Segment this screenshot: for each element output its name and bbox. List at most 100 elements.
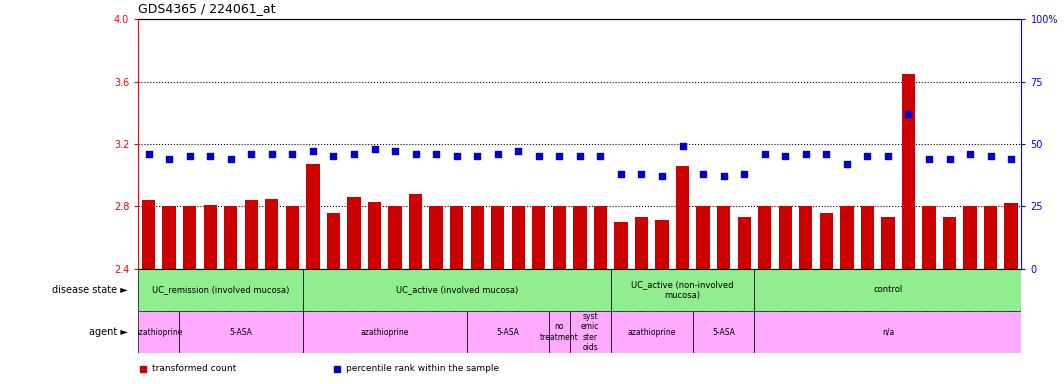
Text: agent ►: agent ► (88, 327, 128, 337)
Point (530, 154, 547, 160)
Bar (302, 311, 467, 353)
Point (880, 154, 897, 160)
Text: no
treatment: no treatment (539, 323, 579, 342)
Bar (327, 213, 340, 269)
Point (571, 154, 588, 160)
Text: UC_active (non-involved
mucosa): UC_active (non-involved mucosa) (631, 280, 734, 300)
Bar (611, 311, 693, 353)
Bar (183, 207, 197, 269)
Text: azathioprine: azathioprine (628, 328, 676, 337)
Point (161, 156, 178, 162)
Text: azathioprine: azathioprine (361, 328, 409, 337)
Bar (203, 205, 217, 269)
Point (838, 161, 855, 167)
Bar (163, 207, 176, 269)
Bar (693, 311, 754, 353)
Point (695, 171, 712, 177)
Point (757, 151, 774, 157)
Text: control: control (874, 285, 902, 295)
Point (735, 171, 752, 177)
Point (941, 156, 958, 162)
Text: syst
emic
ster
oids: syst emic ster oids (581, 312, 599, 352)
Bar (180, 311, 302, 353)
Point (263, 151, 280, 157)
Point (592, 154, 609, 160)
Point (551, 154, 568, 160)
Bar (754, 269, 1021, 311)
Bar (754, 311, 1021, 353)
Point (859, 154, 876, 160)
Point (675, 144, 692, 150)
Point (181, 154, 198, 160)
Point (140, 151, 157, 157)
Bar (285, 207, 299, 269)
Bar (142, 200, 155, 269)
Point (715, 174, 732, 180)
Bar (138, 311, 180, 353)
Bar (492, 207, 504, 269)
Bar (306, 164, 319, 269)
Bar (450, 207, 463, 269)
Point (1002, 156, 1019, 162)
Bar (552, 207, 566, 269)
Point (202, 154, 219, 160)
Point (428, 151, 445, 157)
Bar (594, 207, 608, 269)
Point (900, 111, 917, 117)
Bar (655, 220, 668, 269)
Point (510, 149, 527, 155)
Point (222, 156, 239, 162)
Point (408, 151, 425, 157)
Text: transformed count: transformed count (151, 364, 236, 373)
Point (346, 151, 363, 157)
Point (633, 171, 650, 177)
Bar (819, 213, 833, 269)
Point (653, 174, 670, 180)
Bar (532, 207, 546, 269)
Bar (430, 207, 443, 269)
Point (366, 146, 383, 152)
Bar (347, 197, 361, 269)
Bar (841, 207, 853, 269)
Bar (697, 207, 710, 269)
Text: 5-ASA: 5-ASA (497, 328, 519, 337)
Point (613, 171, 630, 177)
Bar (302, 269, 611, 311)
Point (489, 151, 506, 157)
Point (243, 151, 260, 157)
Bar (512, 207, 525, 269)
Point (304, 149, 321, 155)
Text: GDS4365 / 224061_at: GDS4365 / 224061_at (138, 2, 276, 15)
Point (818, 151, 835, 157)
Bar (861, 207, 875, 269)
Text: 5-ASA: 5-ASA (712, 328, 735, 337)
Bar (984, 207, 997, 269)
Bar (922, 207, 935, 269)
Bar (265, 199, 279, 269)
Text: disease state ►: disease state ► (52, 285, 128, 295)
Bar (549, 311, 569, 353)
Text: n/a: n/a (882, 328, 894, 337)
Point (325, 154, 342, 160)
Bar (573, 207, 586, 269)
Point (797, 151, 814, 157)
Text: azathioprine: azathioprine (135, 328, 183, 337)
Point (448, 154, 465, 160)
Bar (963, 207, 977, 269)
Bar (368, 202, 381, 269)
Bar (138, 269, 302, 311)
Bar (611, 269, 754, 311)
Text: percentile rank within the sample: percentile rank within the sample (346, 364, 499, 373)
Bar (245, 200, 257, 269)
Bar (569, 311, 611, 353)
Bar (902, 74, 915, 269)
Point (386, 149, 403, 155)
Bar (676, 166, 689, 269)
Bar (717, 207, 730, 269)
Bar (409, 194, 422, 269)
Bar (388, 207, 402, 269)
Text: UC_remission (involved mucosa): UC_remission (involved mucosa) (152, 285, 289, 295)
Point (982, 154, 999, 160)
Point (468, 154, 485, 160)
Text: 5-ASA: 5-ASA (230, 328, 252, 337)
